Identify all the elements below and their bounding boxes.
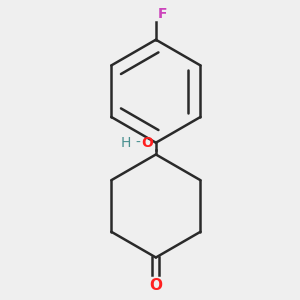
Text: H: H [121,136,131,150]
Text: F: F [158,7,167,21]
Text: -: - [136,136,141,150]
Text: O: O [149,278,162,293]
Text: O: O [141,136,153,150]
